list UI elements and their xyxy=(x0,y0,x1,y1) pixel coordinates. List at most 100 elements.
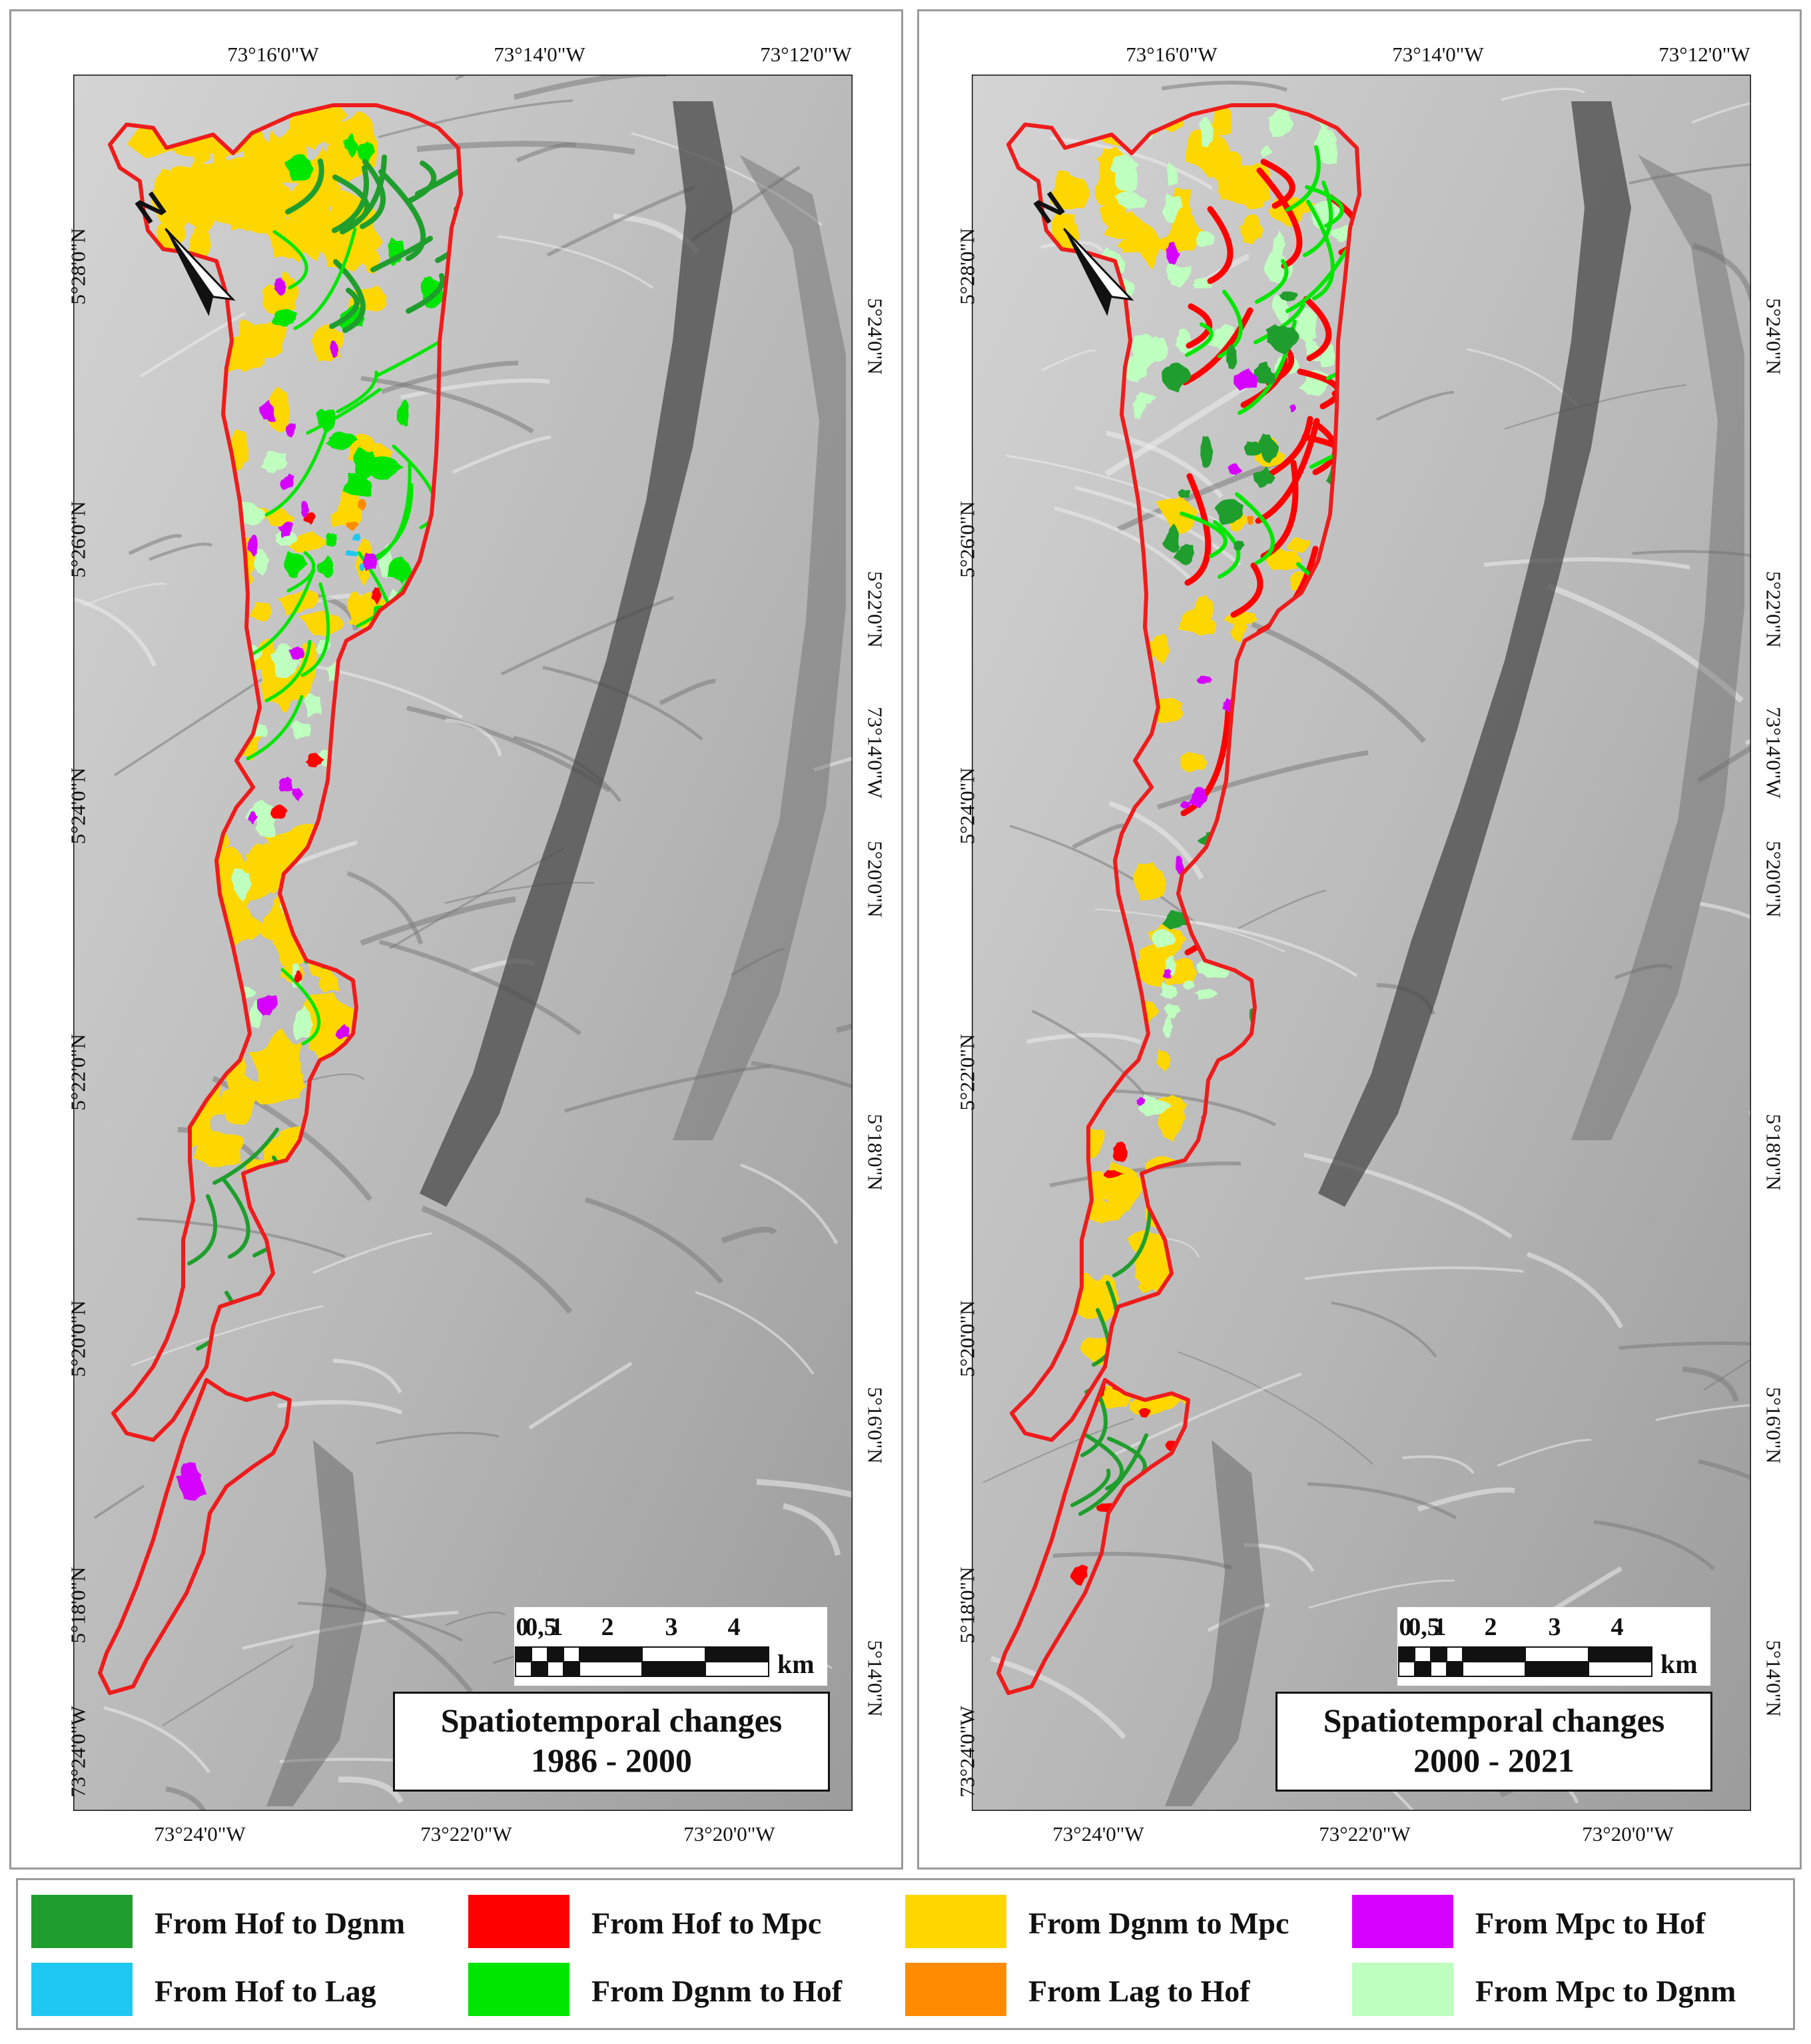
change-strand xyxy=(375,338,445,378)
change-patch xyxy=(346,521,359,531)
change-patch xyxy=(1132,862,1166,900)
change-patch xyxy=(358,499,366,511)
change-strand xyxy=(285,159,324,214)
right-latitude-label: 5°18'0"N xyxy=(1762,1114,1786,1191)
change-patch xyxy=(1230,609,1248,643)
scale-tick-label: 1 xyxy=(1433,1613,1447,1641)
change-strand xyxy=(1305,185,1345,228)
right-latitude-label: 5°18'0"N xyxy=(863,1114,887,1191)
right-latitude-label: 5°14'0"N xyxy=(863,1640,887,1717)
change-patch xyxy=(1152,633,1170,666)
ridge-shadow xyxy=(673,155,846,1140)
change-patch xyxy=(316,408,336,433)
legend-swatch xyxy=(905,1963,1006,2016)
change-patch xyxy=(249,602,272,622)
change-patch xyxy=(1167,162,1178,186)
change-patch xyxy=(367,456,404,480)
change-strand xyxy=(286,551,316,593)
change-strand xyxy=(360,159,386,229)
change-strand xyxy=(1256,167,1303,269)
change-strand xyxy=(1180,511,1228,558)
change-strand xyxy=(336,370,378,414)
change-strand xyxy=(1262,416,1313,480)
change-patch xyxy=(335,486,362,527)
change-patch xyxy=(1226,344,1238,370)
change-patch xyxy=(1279,291,1298,302)
change-patch xyxy=(258,400,276,422)
top-longitude-label: 73°16'0"W xyxy=(227,43,319,66)
bottom-longitude-label: 73°24'0"W xyxy=(1052,1822,1144,1846)
change-strand xyxy=(1254,302,1305,344)
change-patch xyxy=(1050,170,1090,210)
right-latitude-label: 5°16'0"N xyxy=(863,1387,887,1464)
legend-item: From Dgnm to Mpc xyxy=(905,1895,1331,1948)
bottom-longitude-label: 73°22'0"W xyxy=(420,1822,512,1846)
legend-item: From Mpc to Dgnm xyxy=(1352,1963,1778,2016)
panel-title: Spatiotemporal changes xyxy=(440,1702,783,1739)
change-patch xyxy=(290,109,328,146)
change-strand xyxy=(1070,1469,1111,1507)
change-patch xyxy=(284,551,308,578)
change-patch xyxy=(330,340,339,358)
change-patch xyxy=(1214,499,1244,525)
change-patch xyxy=(1159,982,1178,1000)
change-patch xyxy=(1136,1097,1146,1106)
panel-title: Spatiotemporal changes xyxy=(1323,1702,1665,1739)
left-latitude-label: 5°28'0"N xyxy=(955,228,979,305)
change-patch xyxy=(335,1024,350,1040)
change-patch xyxy=(176,1464,207,1501)
change-strand xyxy=(1185,322,1214,357)
change-patch xyxy=(1166,263,1192,288)
change-strand xyxy=(415,156,461,196)
change-patch xyxy=(1189,787,1208,809)
legend-label: From Hof to Mpc xyxy=(591,1906,822,1940)
bottom-longitude-label: 73°24'0"W xyxy=(154,1822,246,1846)
scale-bar: 0 0,5 1 2 3 4 km xyxy=(514,1607,827,1686)
legend-item: From Mpc to Hof xyxy=(1352,1895,1778,1948)
change-patch xyxy=(1271,295,1291,324)
legend-swatch xyxy=(905,1895,1006,1948)
change-strand xyxy=(1306,200,1335,300)
change-patch xyxy=(274,529,298,546)
top-longitude-label: 73°14'0"W xyxy=(494,43,585,66)
legend-swatch xyxy=(31,1895,133,1948)
change-patch xyxy=(248,811,258,825)
change-patch xyxy=(352,533,361,541)
change-patch xyxy=(254,325,285,344)
change-patch xyxy=(256,995,278,1016)
change-strand xyxy=(370,461,412,564)
scale-tick-label: 0,5 xyxy=(1408,1613,1440,1641)
bottom-longitude-label: 73°22'0"W xyxy=(1319,1822,1411,1846)
left-latitude-label: 73°24'0"W xyxy=(66,1706,90,1798)
change-patch xyxy=(292,788,304,802)
top-longitude-label: 73°14'0"W xyxy=(1392,43,1484,66)
change-patch xyxy=(231,868,252,902)
left-latitude-label: 5°26'0"N xyxy=(955,501,979,578)
scale-tick-label: 3 xyxy=(665,1613,678,1641)
left-latitude-label: 5°24'0"N xyxy=(955,767,979,845)
change-patch xyxy=(362,553,377,571)
change-patch xyxy=(301,501,310,518)
change-patch xyxy=(1194,988,1218,1000)
left-latitude-label: 5°22'0"N xyxy=(955,1034,979,1111)
change-patch xyxy=(262,283,299,316)
change-patch xyxy=(1158,237,1178,254)
change-strand xyxy=(1180,707,1232,817)
study-area-boundary xyxy=(1006,103,1361,1442)
left-latitude-label: 5°20'0"N xyxy=(66,1300,90,1377)
change-patch xyxy=(1136,343,1163,363)
change-strand xyxy=(1303,180,1333,257)
change-patch xyxy=(1254,361,1276,384)
right-latitude-label: 5°24'0"N xyxy=(863,298,887,375)
change-strand xyxy=(249,568,316,657)
change-strand xyxy=(212,1128,279,1185)
legend-item: From Dgnm to Hof xyxy=(468,1963,895,2016)
change-patch xyxy=(1178,606,1217,636)
change-patch xyxy=(260,450,288,474)
legend-item: From Hof to Dgnm xyxy=(31,1895,458,1948)
legend-swatch xyxy=(1352,1963,1453,2016)
change-strand xyxy=(332,165,369,233)
change-patch xyxy=(208,168,256,206)
change-patch xyxy=(1260,145,1273,158)
